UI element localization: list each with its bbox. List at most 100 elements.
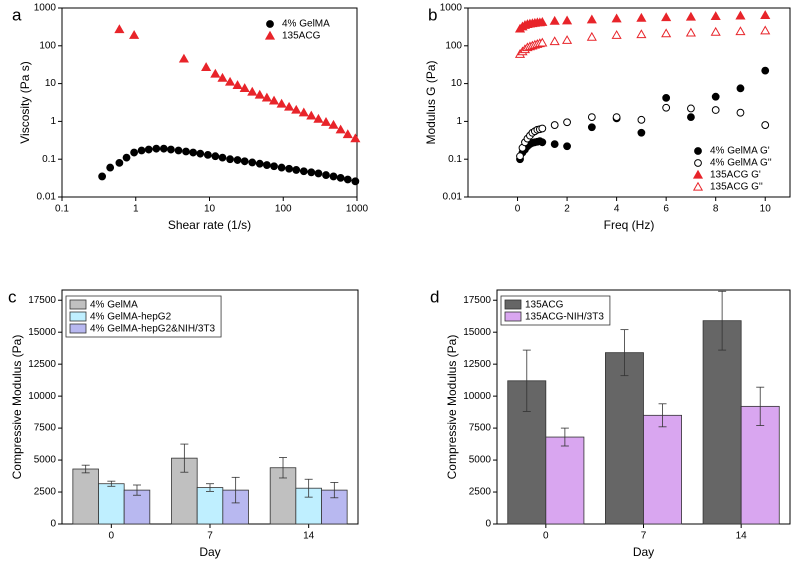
- bar: [605, 352, 644, 525]
- point: [550, 121, 559, 129]
- point: [261, 92, 272, 102]
- point: [516, 152, 524, 161]
- point: [662, 103, 671, 112]
- y-tick-label: 0.1: [42, 154, 56, 165]
- y-tick-label: 5000: [469, 455, 492, 466]
- bar: [702, 320, 742, 525]
- legend-label: 4% GelMA: [90, 300, 138, 311]
- point: [637, 128, 646, 137]
- x-tick-label: 14: [303, 531, 315, 542]
- y-tick-label: 10: [451, 78, 463, 89]
- point: [636, 29, 647, 39]
- point: [285, 164, 293, 173]
- point: [549, 15, 560, 25]
- point: [587, 123, 596, 132]
- y-tick-label: 1000: [440, 3, 463, 14]
- error-bar: [180, 443, 189, 473]
- x-axis-title: Shear rate (1/s): [168, 218, 251, 232]
- point: [182, 147, 190, 156]
- point: [335, 124, 346, 134]
- point: [262, 161, 271, 169]
- point: [233, 156, 242, 164]
- y-axis-title: Modulus G (Pa): [424, 60, 438, 144]
- error-bar: [206, 483, 214, 492]
- point: [122, 153, 131, 162]
- x-axis-title: Freq (Hz): [604, 218, 655, 232]
- error-bar: [304, 478, 313, 498]
- x-axis-title: Day: [633, 545, 654, 559]
- x-tick-label: 10: [204, 204, 216, 215]
- point: [174, 146, 183, 155]
- point: [291, 104, 302, 114]
- point: [210, 68, 221, 78]
- point: [562, 15, 573, 25]
- point: [189, 148, 198, 157]
- legend-marker: [694, 147, 702, 155]
- point: [224, 76, 236, 86]
- point: [152, 144, 161, 153]
- point: [760, 10, 771, 19]
- legend-label: 4% GelMA G'': [710, 158, 772, 169]
- point: [662, 93, 671, 102]
- point: [736, 84, 745, 93]
- point: [292, 166, 301, 174]
- point: [336, 174, 345, 182]
- y-tick-label: 10000: [28, 391, 56, 402]
- point: [350, 133, 361, 143]
- y-tick-label: 17500: [28, 295, 56, 306]
- y-tick-label: 12500: [28, 359, 56, 370]
- bar: [740, 405, 780, 525]
- point: [761, 66, 770, 75]
- bar: [545, 436, 585, 525]
- plot-frame: [467, 7, 791, 198]
- point: [611, 13, 622, 23]
- point: [550, 140, 559, 149]
- y-tick-label: 1: [50, 116, 56, 127]
- y-tick-label: 100: [445, 40, 462, 51]
- y-tick-label: 0.1: [448, 154, 462, 165]
- legend-swatch: [504, 311, 522, 322]
- x-tick-label: 1000: [346, 204, 369, 215]
- y-tick-label: 1000: [34, 3, 57, 14]
- bar: [269, 467, 297, 525]
- point: [636, 12, 647, 22]
- point: [538, 138, 547, 147]
- x-tick-label: 100: [275, 204, 292, 215]
- legend-label: 135ACG G': [710, 170, 761, 181]
- point: [328, 119, 339, 129]
- point: [255, 159, 264, 168]
- point: [735, 26, 746, 36]
- x-tick-label: 0.1: [55, 204, 69, 215]
- point: [320, 117, 332, 126]
- legend-label: 135ACG: [282, 31, 321, 42]
- error-bar: [620, 329, 629, 377]
- legend-marker: [266, 20, 274, 28]
- y-tick-label: 100: [39, 40, 56, 51]
- point: [248, 158, 257, 167]
- y-tick-label: 10: [45, 78, 57, 89]
- error-bar: [330, 482, 339, 499]
- point: [114, 24, 125, 34]
- point: [254, 89, 265, 99]
- error-bar: [279, 457, 288, 479]
- x-tick-label: 0: [109, 531, 115, 542]
- point: [218, 153, 227, 162]
- point: [711, 106, 720, 114]
- point: [661, 12, 672, 22]
- point: [201, 62, 212, 71]
- legend-label: 4% GelMA G': [710, 146, 770, 157]
- point: [298, 107, 309, 117]
- legend-label: 4% GelMA: [282, 19, 330, 30]
- point: [137, 146, 146, 155]
- x-tick-label: 1: [133, 204, 139, 215]
- point: [203, 150, 212, 159]
- point: [611, 30, 622, 39]
- y-tick-label: 12500: [463, 359, 491, 370]
- legend-label: 135ACG: [525, 300, 564, 311]
- bar: [196, 487, 224, 525]
- point: [538, 124, 547, 133]
- point: [687, 104, 695, 113]
- y-axis-title: Compressive Modulus (Pa): [445, 335, 459, 480]
- legend-swatch: [504, 299, 522, 310]
